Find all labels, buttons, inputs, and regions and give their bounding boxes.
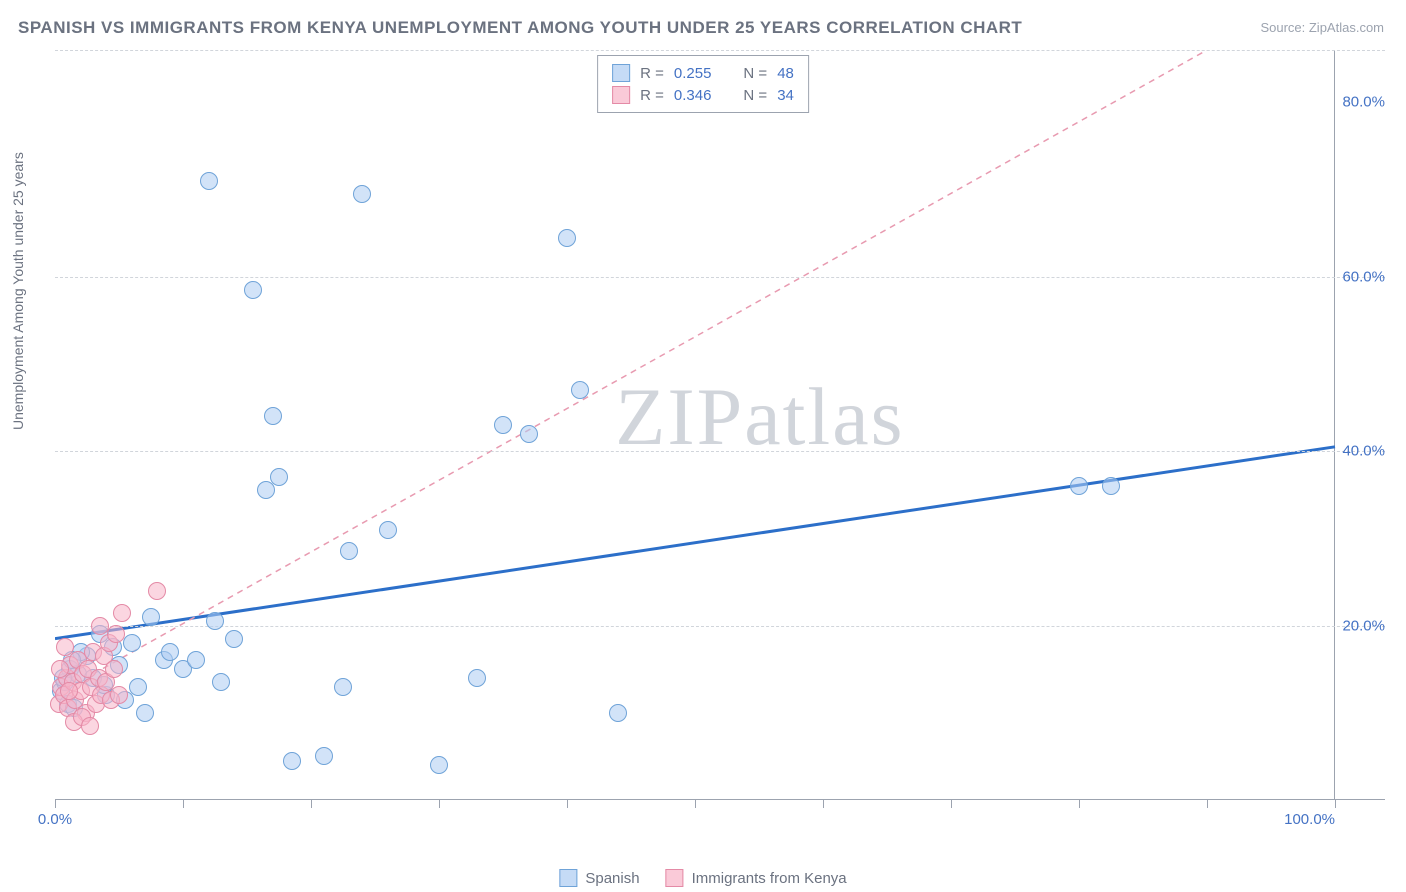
y-tick-label: 40.0%	[1342, 443, 1385, 460]
data-point	[571, 381, 589, 399]
y-axis-line	[1334, 50, 1335, 800]
chart-area: 20.0%40.0%60.0%80.0%0.0%100.0% ZIPatlas	[55, 50, 1385, 830]
source-attribution: Source: ZipAtlas.com	[1260, 20, 1384, 35]
x-tick-label: 100.0%	[1284, 811, 1335, 828]
data-point	[136, 704, 154, 722]
x-tick	[823, 800, 824, 808]
data-point	[244, 281, 262, 299]
legend-item: Immigrants from Kenya	[666, 869, 847, 887]
x-tick	[439, 800, 440, 808]
gridline	[55, 626, 1385, 627]
legend-swatch	[666, 869, 684, 887]
legend-item: Spanish	[559, 869, 639, 887]
data-point	[56, 638, 74, 656]
legend-label: Immigrants from Kenya	[692, 870, 847, 887]
chart-title: SPANISH VS IMMIGRANTS FROM KENYA UNEMPLO…	[18, 18, 1022, 38]
data-point	[212, 673, 230, 691]
n-value: 48	[777, 65, 794, 82]
trend-line	[55, 447, 1335, 639]
data-point	[129, 678, 147, 696]
x-tick	[311, 800, 312, 808]
gridline	[55, 50, 1385, 51]
r-label: R =	[640, 87, 664, 104]
x-tick	[951, 800, 952, 808]
data-point	[1070, 477, 1088, 495]
data-point	[107, 625, 125, 643]
scatter-plot: 20.0%40.0%60.0%80.0%0.0%100.0%	[55, 50, 1385, 830]
data-point	[334, 678, 352, 696]
gridline	[55, 451, 1385, 452]
data-point	[200, 172, 218, 190]
y-tick-label: 60.0%	[1342, 268, 1385, 285]
data-point	[264, 407, 282, 425]
gridline	[55, 277, 1385, 278]
x-tick	[695, 800, 696, 808]
legend-swatch	[559, 869, 577, 887]
legend-swatch	[612, 86, 630, 104]
data-point	[91, 617, 109, 635]
n-label: N =	[743, 65, 767, 82]
x-tick	[567, 800, 568, 808]
data-point	[283, 752, 301, 770]
legend-swatch	[612, 64, 630, 82]
data-point	[105, 660, 123, 678]
legend-row: R = 0.255 N = 48	[612, 62, 794, 84]
data-point	[558, 229, 576, 247]
trend-lines	[55, 50, 1385, 830]
r-value: 0.346	[674, 87, 712, 104]
data-point	[609, 704, 627, 722]
data-point	[340, 542, 358, 560]
data-point	[60, 682, 78, 700]
correlation-legend: R = 0.255 N = 48 R = 0.346 N = 34	[597, 55, 809, 113]
data-point	[468, 669, 486, 687]
data-point	[81, 717, 99, 735]
x-tick	[183, 800, 184, 808]
data-point	[51, 660, 69, 678]
y-tick-label: 80.0%	[1342, 94, 1385, 111]
r-label: R =	[640, 65, 664, 82]
data-point	[142, 608, 160, 626]
data-point	[161, 643, 179, 661]
trend-line	[55, 50, 1207, 695]
data-point	[494, 416, 512, 434]
x-tick	[55, 800, 56, 808]
y-tick-label: 20.0%	[1342, 617, 1385, 634]
n-label: N =	[743, 87, 767, 104]
x-tick	[1335, 800, 1336, 808]
data-point	[123, 634, 141, 652]
x-axis-line	[55, 799, 1385, 800]
x-tick-label: 0.0%	[38, 811, 72, 828]
x-tick	[1079, 800, 1080, 808]
data-point	[353, 185, 371, 203]
r-value: 0.255	[674, 65, 712, 82]
data-point	[1102, 477, 1120, 495]
data-point	[270, 468, 288, 486]
data-point	[206, 612, 224, 630]
data-point	[187, 651, 205, 669]
data-point	[113, 604, 131, 622]
n-value: 34	[777, 87, 794, 104]
data-point	[520, 425, 538, 443]
data-point	[225, 630, 243, 648]
data-point	[315, 747, 333, 765]
data-point	[110, 686, 128, 704]
data-point	[379, 521, 397, 539]
y-axis-label: Unemployment Among Youth under 25 years	[10, 152, 26, 430]
x-tick	[1207, 800, 1208, 808]
series-legend: Spanish Immigrants from Kenya	[559, 869, 846, 887]
legend-row: R = 0.346 N = 34	[612, 84, 794, 106]
data-point	[148, 582, 166, 600]
legend-label: Spanish	[585, 870, 639, 887]
data-point	[430, 756, 448, 774]
